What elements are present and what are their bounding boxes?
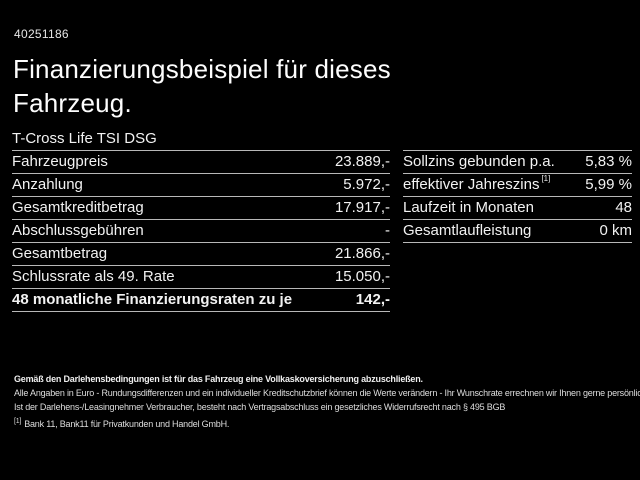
page-title-line1: Finanzierungsbeispiel für dieses (13, 54, 391, 84)
finance-row-value: 15.050,- (334, 268, 390, 285)
table-row-monthly-rate: 48 monatliche Finanzierungsraten zu je 1… (12, 289, 390, 312)
vehicle-model: T-Cross Life TSI DSG (12, 130, 157, 147)
footnote-ref (531, 220, 533, 229)
table-row: Gesamtkreditbetrag 17.917,- (12, 197, 390, 220)
bank-footnote: [1] Bank 11, Bank11 für Privatkunden und … (14, 417, 634, 431)
terms-row-label: Gesamtlaufleistung (403, 220, 533, 239)
terms-row-label: Laufzeit in Monaten (403, 197, 536, 216)
terms-table: Sollzins gebunden p.a. 5,83 % effektiver… (403, 150, 632, 243)
finance-table: T-Cross Life TSI DSG Fahrzeugpreis 23.88… (12, 128, 390, 312)
finance-row-value: 23.889,- (334, 153, 390, 170)
insurance-notice: Gemäß den Darlehensbedingungen ist für d… (14, 374, 423, 384)
finance-row-label: Anzahlung (12, 176, 83, 193)
page-title-line2: Fahrzeug. (13, 88, 132, 118)
finance-row-value: 142,- (355, 291, 390, 308)
footnote-text: Bank 11, Bank11 für Privatkunden und Han… (24, 419, 230, 429)
terms-row-value: 5,99 % (585, 176, 632, 193)
disclaimer-line: Alle Angaben in Euro - Rundungsdifferenz… (14, 388, 640, 398)
finance-row-label: Abschlussgebühren (12, 222, 144, 239)
table-row: Laufzeit in Monaten 48 (403, 197, 632, 220)
footnote-ref (555, 151, 557, 160)
finance-row-value: 5.972,- (343, 176, 390, 193)
footnote-ref: [1] (541, 174, 551, 183)
table-row: Sollzins gebunden p.a. 5,83 % (403, 151, 632, 174)
footnote-marker: [1] (14, 418, 22, 425)
legal-fine-print: Gemäß den Darlehensbedingungen ist für d… (14, 372, 640, 431)
finance-row-label: Gesamtkreditbetrag (12, 199, 144, 216)
table-row: Schlussrate als 49. Rate 15.050,- (12, 266, 390, 289)
finance-row-value: 21.866,- (334, 245, 390, 262)
reference-number: 40251186 (14, 27, 69, 41)
terms-row-value: 5,83 % (585, 153, 632, 170)
finance-row-label: 48 monatliche Finanzierungsraten zu je (12, 291, 293, 308)
finance-row-value: 17.917,- (334, 199, 390, 216)
terms-row-value: 48 (615, 199, 632, 216)
table-row: Gesamtbetrag 21.866,- (12, 243, 390, 266)
table-row: Abschlussgebühren - (12, 220, 390, 243)
finance-row-label: Fahrzeugpreis (12, 153, 108, 170)
finance-row-value: - (385, 222, 390, 239)
vehicle-model-row: T-Cross Life TSI DSG (12, 128, 390, 151)
table-row: Fahrzeugpreis 23.889,- (12, 151, 390, 174)
terms-row-label: effektiver Jahreszins [1] (403, 174, 551, 193)
finance-row-label: Schlussrate als 49. Rate (12, 268, 175, 285)
page-title: Finanzierungsbeispiel für dieses Fahrzeu… (13, 52, 391, 120)
terms-row-label: Sollzins gebunden p.a. (403, 151, 557, 170)
terms-row-value: 0 km (599, 222, 632, 239)
finance-row-label: Gesamtbetrag (12, 245, 108, 262)
table-row: Anzahlung 5.972,- (12, 174, 390, 197)
table-row: effektiver Jahreszins [1] 5,99 % (403, 174, 632, 197)
withdrawal-notice: Ist der Darlehens-/Leasingnehmer Verbrau… (14, 402, 506, 412)
table-row: Gesamtlaufleistung 0 km (403, 220, 632, 243)
footnote-ref (534, 197, 536, 206)
